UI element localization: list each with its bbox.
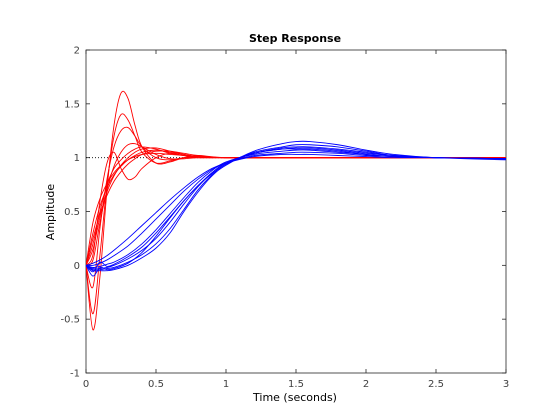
plot-area: [85, 49, 507, 374]
y-tick-label: -1: [70, 369, 80, 380]
y-axis-label: Amplitude: [44, 184, 57, 241]
y-tick-label: 1: [74, 153, 80, 164]
x-tick-label: 1.5: [288, 379, 304, 390]
y-tick-label: 0.5: [64, 207, 80, 218]
y-tick-label: 0: [74, 261, 80, 272]
series-line-16: [86, 153, 506, 266]
x-tick-label: 2.5: [428, 379, 444, 390]
x-tick-label: 0: [83, 379, 89, 390]
y-tick-label: 2: [74, 46, 80, 57]
x-tick-label: 0.5: [148, 379, 164, 390]
series-line-10: [86, 147, 506, 266]
series-group: [86, 90, 506, 331]
chart-title: Step Response: [249, 32, 341, 45]
axis-ticks: 0 0.5 1 1.5 2 2.5 3 -1 -0.5 0 0.5 1 1.5 2: [60, 46, 509, 391]
series-line-15: [86, 151, 506, 266]
y-tick-label: -0.5: [60, 315, 80, 326]
series-line-11: [86, 140, 506, 272]
series-line-18: [86, 148, 506, 273]
series-line-12: [86, 144, 506, 271]
x-axis-label: Time (seconds): [252, 391, 337, 404]
y-tick-label: 1.5: [64, 99, 80, 110]
x-tick-label: 3: [503, 379, 509, 390]
x-tick-label: 2: [363, 379, 369, 390]
x-tick-label: 1: [223, 379, 229, 390]
